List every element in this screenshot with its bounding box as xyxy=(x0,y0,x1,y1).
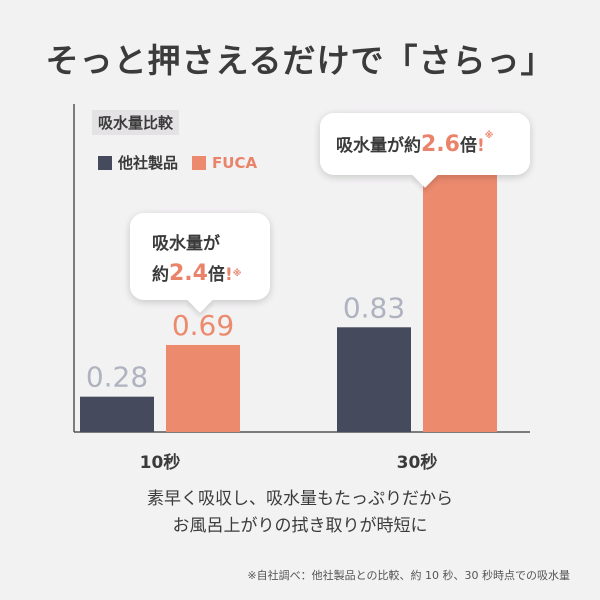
description: 素早く吸収し、吸水量もたっぷりだから お風呂上がりの拭き取りが時短に xyxy=(0,486,600,540)
legend-item-fuca: FUCA xyxy=(192,154,257,172)
x-tick-label-0: 10秒 xyxy=(140,452,181,473)
data-label-fuca-0: 0.69 xyxy=(172,309,234,342)
description-line-2: お風呂上がりの拭き取りが時短に xyxy=(172,516,428,536)
callout-10s-mark: ※ xyxy=(232,269,242,279)
legend-swatch-fuca xyxy=(192,155,207,170)
description-line-1: 素早く吸収し、吸水量もたっぷりだから xyxy=(147,489,453,509)
legend-item-other: 他社製品 xyxy=(98,152,178,173)
data-label-other-1: 0.83 xyxy=(343,291,405,324)
callout-30s-value: 2.6 xyxy=(421,132,460,157)
legend-label-other: 他社製品 xyxy=(118,154,179,172)
legend: 他社製品 FUCA xyxy=(98,152,271,173)
callout-30s-mark: ※ xyxy=(484,131,494,141)
callout-10s-line2: 約2.4倍!※ xyxy=(152,259,270,290)
callout-10s-suffix: 倍 xyxy=(207,265,225,285)
footnote: ※自社調べ：他社製品との比較、約 10 秒、30 秒時点での吸水量 xyxy=(247,569,570,582)
bar-other-0 xyxy=(80,396,154,432)
callout-10s-value: 2.4 xyxy=(169,261,208,286)
bar-fuca-0 xyxy=(166,344,240,432)
callout-10s-exclaim: ! xyxy=(224,265,233,285)
chart-title: 吸水量比較 xyxy=(92,110,180,135)
legend-label-fuca: FUCA xyxy=(212,153,258,172)
x-tick-label-1: 30秒 xyxy=(397,452,438,473)
callout-30s-exclaim: ! xyxy=(476,136,485,156)
legend-swatch-other xyxy=(98,155,112,170)
data-label-other-0: 0.28 xyxy=(86,361,148,394)
bar-fuca-1 xyxy=(423,160,497,432)
callout-10s-line1: 吸水量が xyxy=(152,234,220,254)
callout-10s: 吸水量が 約2.4倍!※ xyxy=(130,213,270,300)
callout-30s: 吸水量が約2.6倍!※ xyxy=(320,113,530,175)
callout-30s-suffix: 倍 xyxy=(459,136,477,156)
bar-other-1 xyxy=(337,327,411,432)
headline: そっと押さえるだけで「さらっ」 xyxy=(45,41,555,80)
callout-10s-prefix: 約 xyxy=(152,265,169,285)
callout-30s-line1: 吸水量が xyxy=(336,136,404,156)
callout-30s-prefix: 約 xyxy=(404,136,421,156)
